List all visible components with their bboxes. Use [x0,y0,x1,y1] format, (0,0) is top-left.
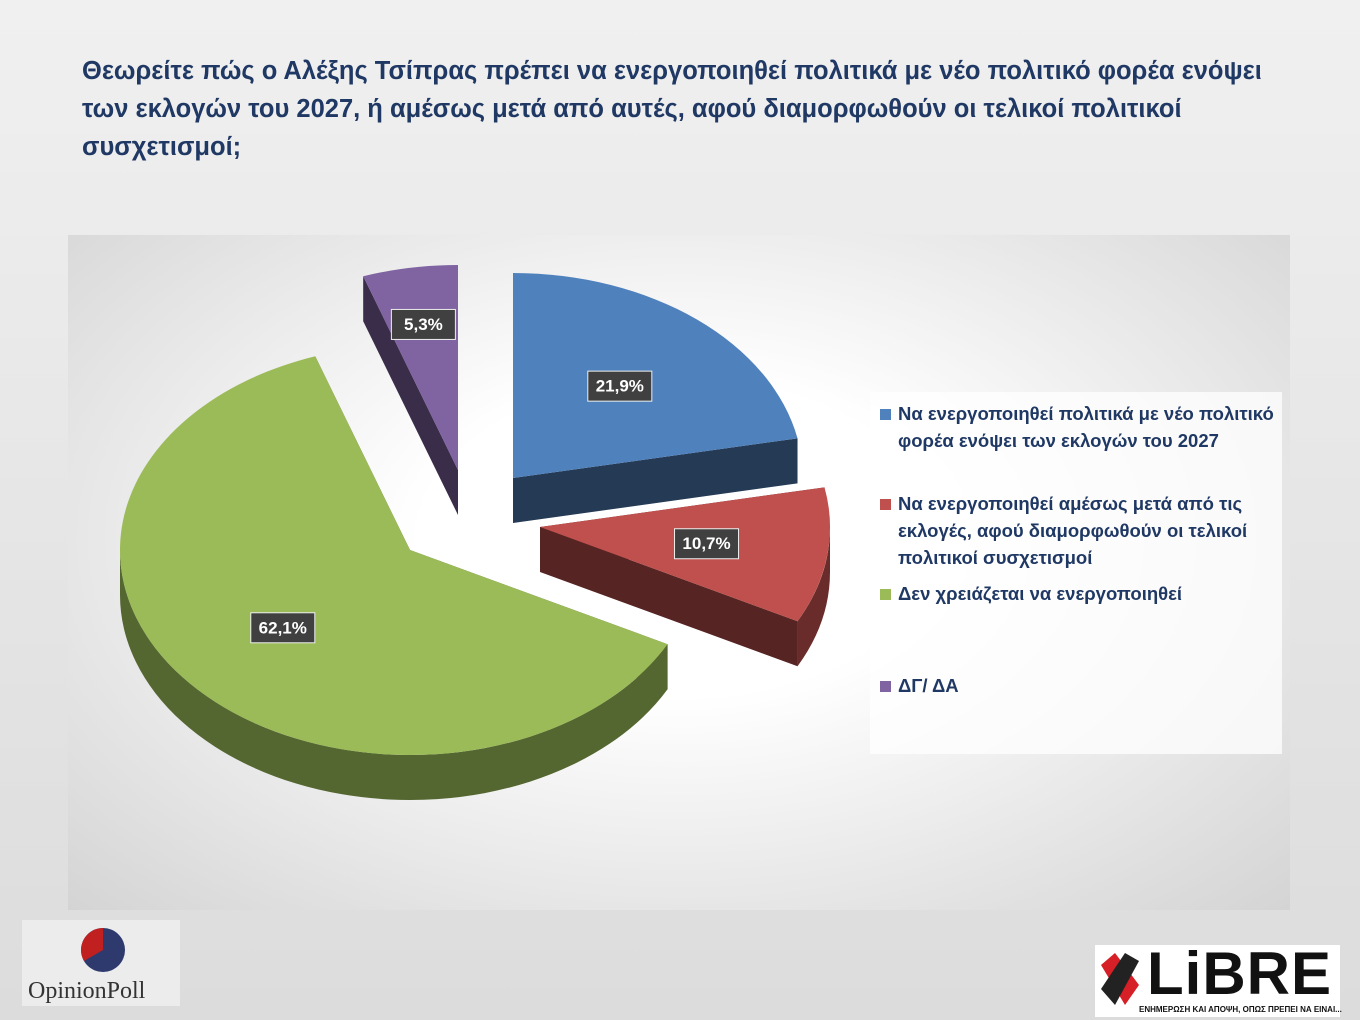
legend-label: Να ενεργοποιηθεί πολιτικά με νέο πολιτικ… [898,403,1274,451]
label-box [250,612,316,644]
slice-side [513,438,798,523]
legend-item: Δεν χρειάζεται να ενεργοποιηθεί [878,580,1298,607]
logo-tagline: ΕΝΗΜΕΡΩΣΗ ΚΑΙ ΑΠΟΨΗ, ΟΠΩΣ ΠΡΕΠΕΙ ΝΑ ΕΙΝΑ… [1139,1005,1342,1014]
logo-wedge [81,928,103,961]
legend-item: ΔΓ/ ΔΑ [878,672,1298,699]
label-box [587,370,653,402]
logo-text: OpinionPoll [28,978,146,1004]
legend-swatch [880,409,891,420]
slice-side [797,527,830,667]
label-box [390,308,456,340]
logo-icon [81,928,125,972]
legend: Να ενεργοποιηθεί πολιτικά με νέο πολιτικ… [870,392,1282,754]
legend-swatch [880,589,891,600]
label-box [674,528,740,560]
legend-label: Δεν χρειάζεται να ενεργοποιηθεί [898,583,1183,604]
libre-logo: LiBRE ΕΝΗΜΕΡΩΣΗ ΚΑΙ ΑΠΟΨΗ, ΟΠΩΣ ΠΡΕΠΕΙ Ν… [1095,940,1342,1017]
legend-item: Να ενεργοποιηθεί πολιτικά με νέο πολιτικ… [878,400,1298,454]
slice [363,265,458,470]
data-label: 21,9% [596,377,644,396]
slice-side [540,527,798,667]
legend-label: Να ενεργοποιηθεί αμέσως μετά από τις εκλ… [898,493,1248,568]
logo-icon [1101,953,1139,1005]
slice [119,356,668,755]
legend-swatch [880,499,891,510]
legend-item: Να ενεργοποιηθεί αμέσως μετά από τις εκλ… [878,490,1298,571]
logo-text: LiBRE [1147,940,1332,1007]
opinionpoll-logo: OpinionPoll [22,920,180,1006]
slice-side [120,550,668,800]
slice [513,273,798,478]
legend-label: ΔΓ/ ΔΑ [898,675,959,696]
legend-swatch [880,681,891,692]
data-label: 10,7% [682,534,730,553]
chart-title: Θεωρείτε πώς ο Αλέξης Τσίπρας πρέπει να … [82,57,1262,161]
logo-shape [1101,953,1139,1005]
data-label: 5,3% [404,315,443,334]
slice-side [363,276,458,515]
data-label: 62,1% [259,618,307,637]
